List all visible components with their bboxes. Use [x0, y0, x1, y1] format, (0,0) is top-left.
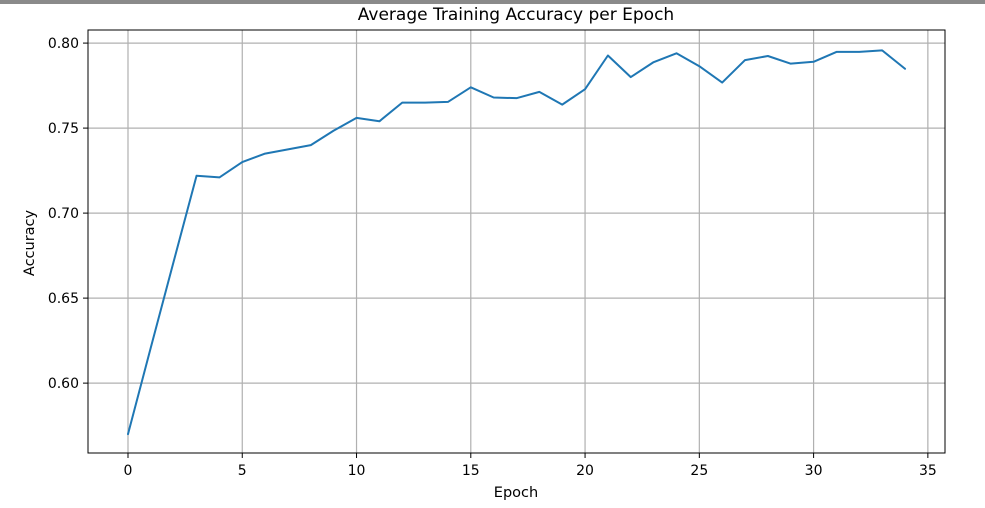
window-top-border: [0, 0, 985, 4]
x-tick-label: 5: [238, 463, 247, 479]
x-axis-label: Epoch: [494, 485, 538, 501]
x-tick-label: 35: [919, 463, 937, 479]
y-axis-label: Accuracy: [22, 209, 38, 276]
y-tick-label: 0.75: [48, 121, 79, 137]
series-line-layer: [126, 49, 907, 436]
y-tick-label: 0.80: [48, 36, 79, 52]
axis-ticks: 0 5 10 15 20 25 30 35 0.60 0.65 0.70 0.75 0.80: [48, 36, 937, 479]
chart-title: Average Training Accuracy per Epoch: [358, 5, 674, 25]
y-tick-label: 0.70: [48, 206, 79, 222]
grid-lines: [88, 30, 945, 453]
x-tick-label: 0: [124, 463, 133, 479]
plot-area-frame: [87, 29, 946, 454]
y-tick-label: 0.60: [48, 376, 79, 392]
y-tick-label: 0.65: [48, 291, 79, 307]
x-tick-label: 20: [576, 463, 594, 479]
x-tick-label: 25: [690, 463, 708, 479]
accuracy-series-line: [126, 49, 907, 436]
x-tick-label: 10: [348, 463, 366, 479]
x-tick-label: 30: [805, 463, 823, 479]
x-tick-label: 15: [462, 463, 480, 479]
